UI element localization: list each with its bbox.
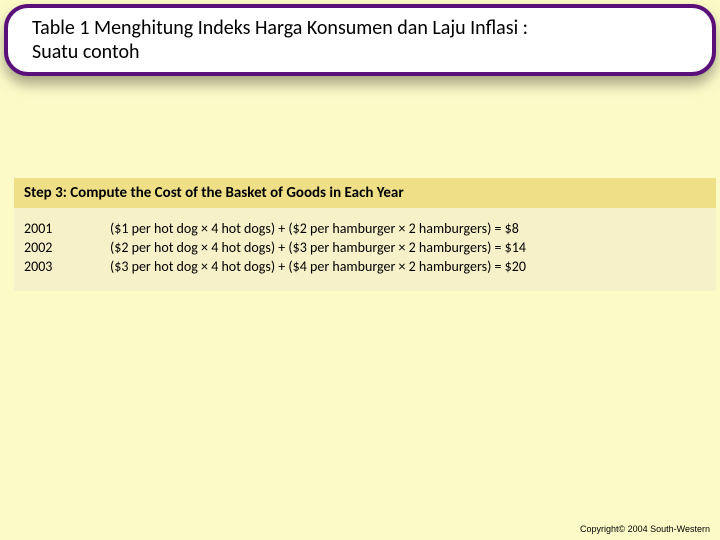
formula-cell: ($3 per hot dog × 4 hot dogs) + ($4 per …	[110, 258, 706, 275]
formula-cell: ($1 per hot dog × 4 hot dogs) + ($2 per …	[110, 220, 706, 237]
table-row: 2001 ($1 per hot dog × 4 hot dogs) + ($2…	[24, 220, 706, 237]
title-line-2: Suatu contoh	[32, 40, 688, 64]
title-bar: Table 1 Menghitung Indeks Harga Konsumen…	[4, 4, 716, 76]
year-cell: 2003	[24, 258, 110, 275]
year-cell: 2001	[24, 220, 110, 237]
formula-cell: ($2 per hot dog × 4 hot dogs) + ($3 per …	[110, 239, 706, 256]
year-cell: 2002	[24, 239, 110, 256]
title-line-1: Table 1 Menghitung Indeks Harga Konsumen…	[32, 16, 688, 40]
calculation-band: 2001 ($1 per hot dog × 4 hot dogs) + ($2…	[14, 208, 716, 291]
step-header-band: Step 3: Compute the Cost of the Basket o…	[14, 178, 716, 210]
table-row: 2003 ($3 per hot dog × 4 hot dogs) + ($4…	[24, 258, 706, 275]
table-row: 2002 ($2 per hot dog × 4 hot dogs) + ($3…	[24, 239, 706, 256]
copyright-footer: Copyright© 2004 South-Western	[580, 524, 710, 534]
step-label: Step 3: Compute the Cost of the Basket o…	[24, 184, 706, 202]
